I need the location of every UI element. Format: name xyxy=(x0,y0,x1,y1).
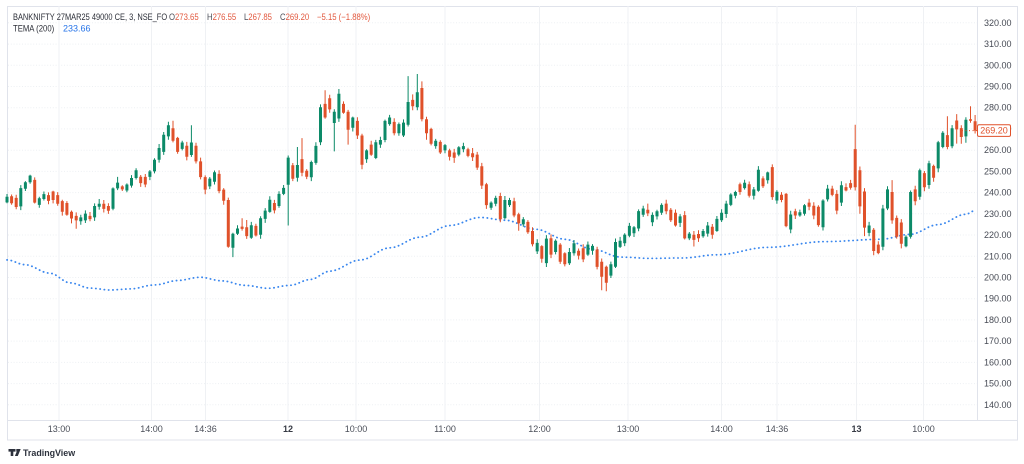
svg-text:13:00: 13:00 xyxy=(48,424,71,434)
svg-text:O273.65: O273.65 xyxy=(169,11,199,22)
svg-text:14:00: 14:00 xyxy=(140,424,163,434)
svg-text:13: 13 xyxy=(851,424,861,434)
svg-text:290.00: 290.00 xyxy=(984,82,1012,92)
svg-text:160.00: 160.00 xyxy=(984,357,1012,367)
svg-text:14:00: 14:00 xyxy=(710,424,733,434)
svg-text:320.00: 320.00 xyxy=(984,18,1012,28)
svg-text:260.00: 260.00 xyxy=(984,145,1012,155)
svg-text:13:00: 13:00 xyxy=(617,424,640,434)
svg-text:BANKNIFTY 27MAR25 49000 CE, 3,: BANKNIFTY 27MAR25 49000 CE, 3, NSE_FO xyxy=(13,12,168,22)
svg-text:233.66: 233.66 xyxy=(63,24,91,34)
svg-text:300.00: 300.00 xyxy=(984,60,1012,70)
svg-text:180.00: 180.00 xyxy=(984,315,1012,325)
svg-text:190.00: 190.00 xyxy=(984,294,1012,304)
svg-text:10:00: 10:00 xyxy=(912,424,935,434)
svg-text:10:00: 10:00 xyxy=(345,424,368,434)
svg-text:TEMA (200): TEMA (200) xyxy=(13,23,54,34)
svg-text:150.00: 150.00 xyxy=(984,379,1012,389)
svg-text:269.20: 269.20 xyxy=(980,126,1008,136)
svg-text:12: 12 xyxy=(283,424,293,434)
svg-text:TradingView: TradingView xyxy=(23,448,75,458)
svg-text:12:00: 12:00 xyxy=(528,424,551,434)
svg-text:240.00: 240.00 xyxy=(984,188,1012,198)
svg-text:L267.85: L267.85 xyxy=(244,11,272,22)
svg-text:230.00: 230.00 xyxy=(984,209,1012,219)
svg-text:−5.15 (−1.88%): −5.15 (−1.88%) xyxy=(317,11,370,22)
svg-text:H276.55: H276.55 xyxy=(207,11,237,22)
svg-text:280.00: 280.00 xyxy=(984,103,1012,113)
svg-text:250.00: 250.00 xyxy=(984,166,1012,176)
svg-text:14:36: 14:36 xyxy=(194,424,217,434)
svg-text:170.00: 170.00 xyxy=(984,336,1012,346)
svg-text:11:00: 11:00 xyxy=(434,424,456,434)
svg-text:220.00: 220.00 xyxy=(984,230,1012,240)
svg-text:C269.20: C269.20 xyxy=(280,11,310,22)
svg-text:140.00: 140.00 xyxy=(984,400,1012,410)
svg-text:14:36: 14:36 xyxy=(766,424,789,434)
svg-text:310.00: 310.00 xyxy=(984,39,1012,49)
svg-text:210.00: 210.00 xyxy=(984,251,1012,261)
svg-text:200.00: 200.00 xyxy=(984,273,1012,283)
